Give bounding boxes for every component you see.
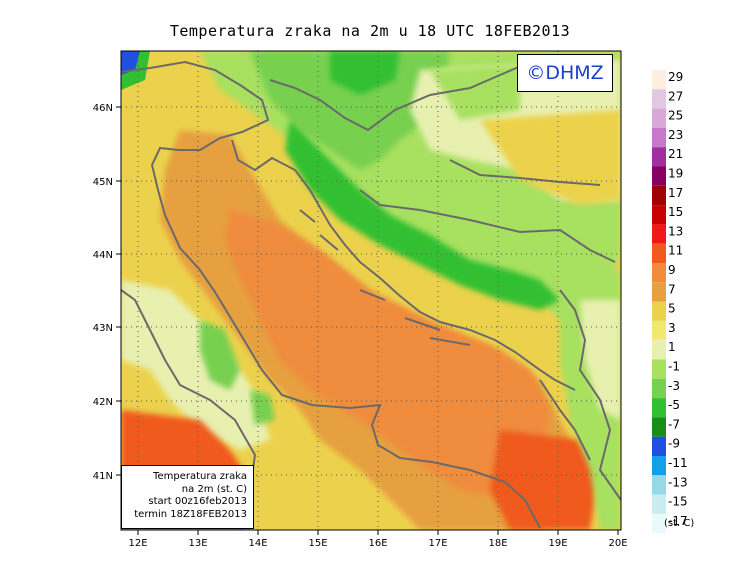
legend-swatch [652,398,666,418]
legend-label: -1 [668,360,680,374]
legend-label: 1 [668,340,676,354]
legend-units: (st. C) [664,518,695,529]
info-line-title: Temperatura zraka [153,471,247,482]
temperature-field [121,51,621,530]
legend-label: 13 [668,224,683,238]
legend-label: -3 [668,379,680,393]
legend-swatch [652,70,666,90]
lat-label-41n: 41N [93,471,113,482]
legend-swatch [652,436,666,456]
legend-swatch [652,378,666,399]
axis-ticks [116,106,619,535]
legend-label: -5 [668,398,680,412]
legend-label: 21 [668,147,683,161]
legend-label: -11 [668,456,688,470]
legend-swatch [652,147,666,167]
legend-swatch [652,89,666,109]
legend-swatch [652,494,666,514]
legend-label: 29 [668,70,683,84]
lon-label-13e: 13E [188,538,207,549]
legend-label: -13 [668,475,688,489]
dhmz-logo: ©DHMZ [517,54,613,92]
legend-label: 5 [668,302,676,316]
plot-frame [120,50,622,531]
legend-swatch [652,108,666,128]
lat-label-44n: 44N [93,250,113,261]
legend-label: -15 [668,495,688,509]
legend-swatch [652,243,666,263]
legend-swatch [652,224,666,244]
legend-label: 15 [668,205,683,219]
lon-label-15e: 15E [308,538,327,549]
lat-label-42n: 42N [93,397,113,408]
legend-label: 11 [668,244,683,258]
map-title: Temperatura zraka na 2m u 18 UTC 18FEB20… [169,22,571,40]
legend-swatch [652,127,666,148]
info-line-termin: termin 18Z18FEB2013 [134,508,247,520]
legend-swatch [652,340,666,360]
legend-swatch [652,185,666,206]
lon-label-18e: 18E [488,538,507,549]
legend-swatch [652,320,666,341]
lon-label-20e: 20E [608,538,627,549]
legend-label: -17 [668,514,688,528]
legend-swatch [652,301,666,321]
lon-label-14e: 14E [248,538,267,549]
lon-label-16e: 16E [368,538,387,549]
lat-label-45n: 45N [93,177,113,188]
legend-swatch [652,513,666,534]
legend-swatch [652,417,666,437]
color-legend: 29 27 25 23 21 19 17 15 13 11 9 7 5 3 1 -1 -3 -5 -7 -9 -11 -1… [652,70,688,534]
legend-label: 19 [668,167,683,181]
info-line-units: na 2m (st. C) [181,483,247,495]
lon-label-12e: 12E [128,538,147,549]
legend-label: 9 [668,263,676,277]
legend-label: 17 [668,186,683,200]
legend-swatch [652,456,666,476]
info-line-start: start 00z16feb2013 [148,496,247,507]
legend-label: 23 [668,128,683,142]
info-box: Temperatura zraka na 2m (st. C) start 00… [121,465,254,529]
legend-label: -9 [668,437,680,451]
legend-swatch [652,475,666,495]
legend-swatch [652,166,666,186]
legend-label: 27 [668,89,683,103]
legend-label: 3 [668,321,676,335]
coastline-borders [121,60,621,530]
legend-label: 7 [668,282,676,296]
lat-label-43n: 43N [93,323,113,334]
legend-label: -7 [668,417,680,431]
lon-label-19e: 19E [548,538,567,549]
legend-swatch [652,205,666,225]
legend-swatch [652,359,666,379]
lat-label-46n: 46N [93,103,113,114]
legend-swatch [652,282,666,302]
legend-swatch [652,263,666,283]
lon-label-17e: 17E [428,538,447,549]
grid-lines [121,51,621,530]
legend-label: 25 [668,109,683,123]
